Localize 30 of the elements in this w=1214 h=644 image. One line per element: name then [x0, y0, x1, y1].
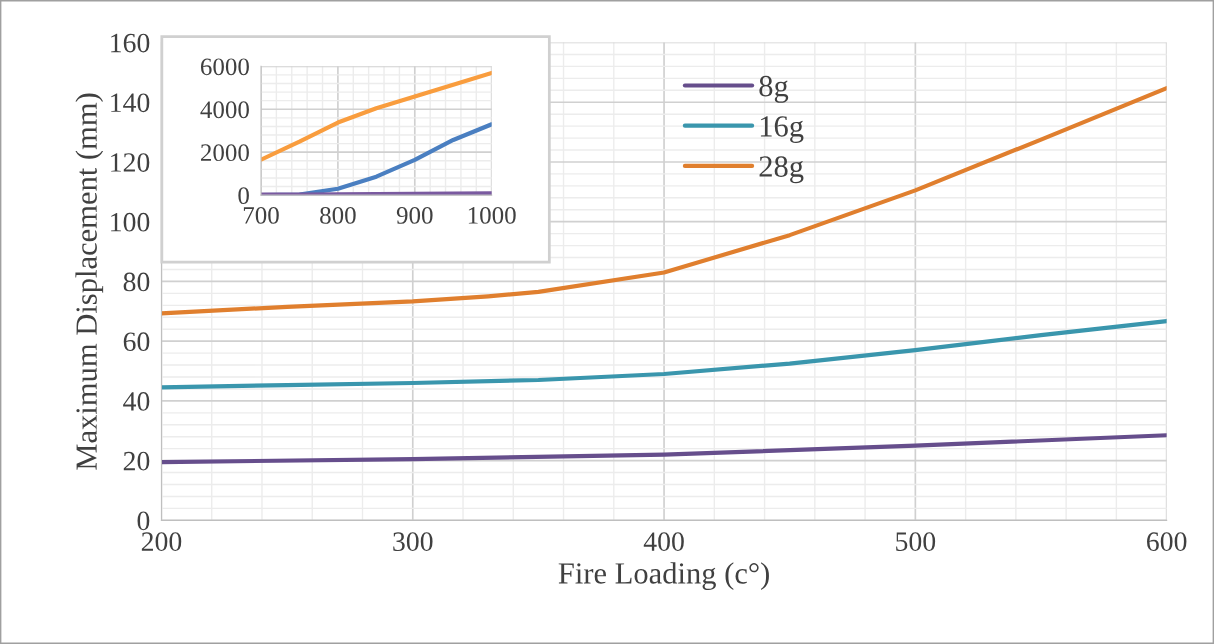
y-tick-label: 40 [123, 392, 150, 411]
y-axis-title: Maximum Displacement (mm) [75, 93, 104, 470]
y-tick-label: 0 [238, 187, 249, 205]
line-series [161, 433, 1167, 465]
y-tick-label: 4000 [200, 101, 249, 119]
x-tick-label: 900 [396, 206, 433, 224]
legend-label: 8g [759, 75, 789, 103]
y-tick-label: 60 [123, 332, 150, 352]
x-tick-label: 1000 [468, 206, 516, 224]
x-axis-title: Fire Loading (c°) [558, 562, 769, 591]
x-tick-label: 500 [896, 532, 936, 552]
y-tick-label: 0 [137, 511, 150, 531]
legend-label: 28g [759, 156, 804, 184]
legend-label: 16g [760, 116, 804, 143]
x-tick-label: 600 [1147, 532, 1187, 552]
y-tick-label: 20 [123, 451, 150, 471]
line-series [261, 70, 492, 162]
x-tick-label: 200 [141, 532, 182, 552]
y-tick-label: 140 [111, 93, 150, 113]
x-tick-label: 300 [393, 532, 433, 552]
y-tick-label: 6000 [200, 58, 249, 76]
x-tick-label: 700 [243, 206, 279, 224]
y-tick-label: 80 [123, 272, 150, 292]
x-tick-label: 800 [320, 206, 356, 224]
y-tick-label: 160 [111, 33, 150, 53]
y-tick-label: 2000 [201, 144, 249, 162]
x-tick-label: 400 [643, 532, 684, 552]
line-series [161, 319, 1167, 390]
y-tick-label: 100 [111, 212, 150, 232]
y-tick-label: 120 [111, 153, 150, 172]
